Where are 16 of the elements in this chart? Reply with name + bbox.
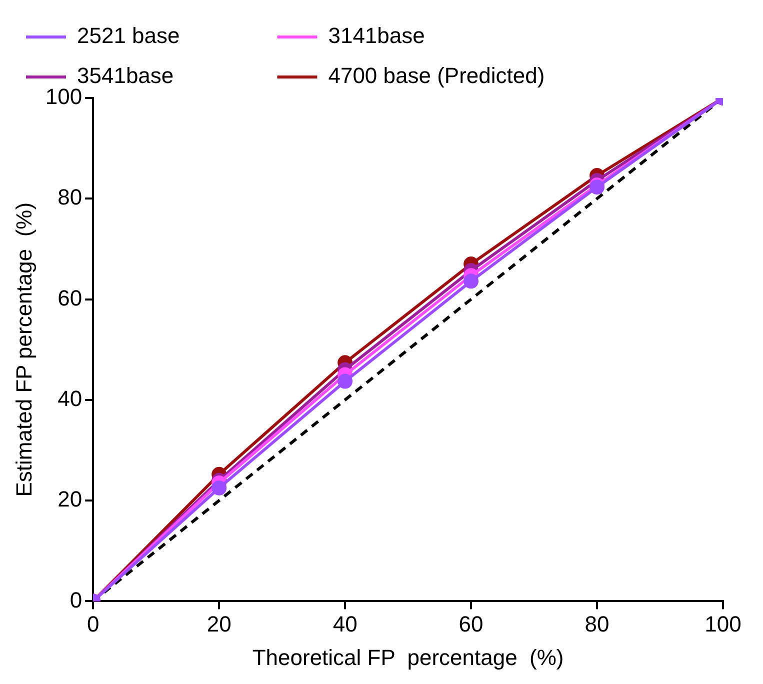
y-tick-label: 40: [58, 386, 82, 411]
x-axis-title: Theoretical FP percentage (%): [252, 644, 564, 670]
y-tick-label: 60: [58, 285, 82, 310]
legend-label: 3141base: [328, 23, 510, 48]
y-tick-label: 0: [70, 587, 82, 612]
x-tick-label: 80: [584, 611, 610, 636]
x-tick-label: 20: [206, 611, 232, 636]
y-tick-label: 80: [58, 184, 82, 210]
legend-label: 4700 base (Predicted): [328, 63, 551, 88]
y-tick-label: 20: [58, 486, 82, 512]
x-tick-label: 0: [86, 611, 100, 636]
x-tick-label: 60: [458, 611, 484, 636]
y-axis-title: Estimated FP percentage (%): [11, 202, 36, 497]
x-tick-label: 40: [332, 611, 358, 636]
legend-label: 2521 base: [77, 23, 260, 48]
x-tick-label: 100: [704, 611, 742, 636]
